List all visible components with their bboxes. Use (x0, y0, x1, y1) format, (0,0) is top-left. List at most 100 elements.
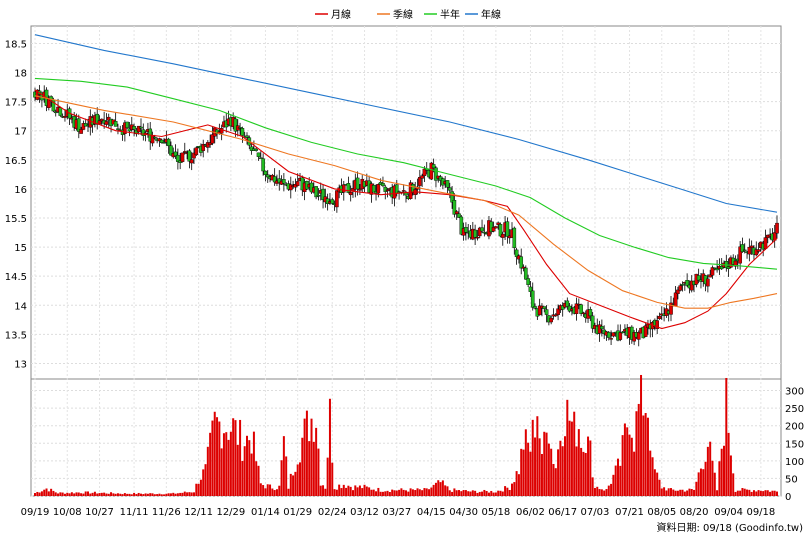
volume-bar (179, 492, 182, 496)
volume-bar (658, 479, 661, 496)
volume-bar (446, 486, 449, 496)
candle-body (680, 284, 685, 286)
volume-bar (285, 456, 288, 496)
date-label: 03/27 (382, 507, 411, 518)
volume-bar (167, 493, 170, 496)
volume-bar (665, 490, 668, 496)
candle-body (454, 211, 459, 214)
legend: 月線 季線 半年 年線 (315, 8, 501, 21)
candle-body (609, 338, 613, 340)
volume-bar (513, 482, 516, 496)
quarter-ma-line (34, 95, 778, 309)
volume-bar (723, 445, 725, 496)
volume-bar (335, 489, 338, 496)
volume-bar (34, 493, 36, 496)
volume-bar (559, 440, 562, 496)
volume-bar (736, 490, 739, 496)
volume-bar (66, 492, 69, 496)
volume-bar (478, 491, 481, 496)
volume-bar (727, 432, 730, 496)
volume-bar (538, 438, 541, 496)
volume-bar (388, 492, 391, 496)
date-label: 02/24 (318, 507, 347, 518)
volume-bar (476, 492, 479, 496)
volume-bar (663, 487, 666, 496)
date-label: 01/14 (251, 507, 280, 518)
candle-body (180, 152, 185, 163)
candle-body (418, 176, 422, 186)
candle-body (519, 256, 524, 269)
volume-bar (280, 460, 283, 496)
volume-bar (61, 492, 64, 496)
volume-bar (628, 434, 631, 496)
volume-bar (704, 461, 707, 496)
volume-bar (762, 491, 765, 496)
candle-body (669, 302, 673, 315)
candle-body (482, 231, 487, 234)
candle-body (530, 290, 535, 308)
volume-bar (296, 464, 299, 496)
candle-body (159, 139, 164, 143)
candle-body (747, 247, 752, 255)
price-tick-label: 17 (14, 127, 27, 138)
date-label: 03/12 (350, 507, 379, 518)
volume-bar (190, 492, 193, 496)
date-label: 12/11 (184, 507, 213, 518)
candle-body (35, 89, 40, 100)
candle-body (272, 176, 277, 183)
volume-bar (713, 472, 716, 496)
candle-body (673, 292, 678, 307)
volume-bar (96, 493, 99, 496)
candle-body (505, 221, 510, 237)
volume-bar (580, 447, 583, 496)
candle-body (494, 226, 498, 229)
volume-bar (45, 488, 48, 496)
volume-bar (451, 491, 454, 496)
volume-bar (59, 492, 62, 496)
volume-bar (287, 488, 290, 496)
volume-bar (234, 420, 237, 496)
candle-body (749, 245, 754, 248)
volume-bar (345, 487, 348, 496)
volume-bar (444, 485, 447, 496)
price-tick-label: 13.5 (5, 330, 27, 341)
candle-body (611, 332, 616, 337)
date-label: 06/17 (548, 507, 577, 518)
candle-body (371, 185, 376, 193)
volume-bar (248, 440, 251, 496)
moving-average-lines (34, 34, 778, 330)
candle-body (420, 175, 424, 179)
candle-body (447, 187, 452, 191)
volume-bar (575, 446, 578, 496)
volume-bar (211, 420, 214, 496)
volume-bar (372, 489, 375, 496)
volume-bar (693, 489, 696, 496)
volume-bar (303, 418, 306, 496)
volume-bar (114, 493, 117, 496)
volume-bar (305, 410, 308, 496)
candle-body (95, 113, 100, 125)
candle-body (526, 278, 530, 285)
candle-body (620, 331, 625, 334)
candle-body (726, 266, 731, 269)
volume-bar (269, 484, 272, 496)
price-tick-label: 16.5 (5, 156, 27, 167)
volume-bar (414, 490, 417, 496)
candle-body (528, 286, 533, 292)
candle-body (553, 314, 558, 317)
candle-body (708, 274, 712, 278)
volume-bar (326, 457, 329, 496)
candle-body (106, 116, 111, 121)
volume-bar (750, 491, 753, 496)
candle-body (676, 289, 680, 294)
candle-body (477, 227, 482, 237)
volume-bar (409, 488, 412, 496)
volume-bar (84, 491, 87, 496)
volume-bar (103, 492, 106, 496)
date-label: 09/19 (21, 507, 50, 518)
candle-body (330, 199, 335, 204)
volume-bar (361, 488, 364, 496)
half-ma-line (34, 77, 778, 270)
volume-bar (107, 493, 110, 496)
